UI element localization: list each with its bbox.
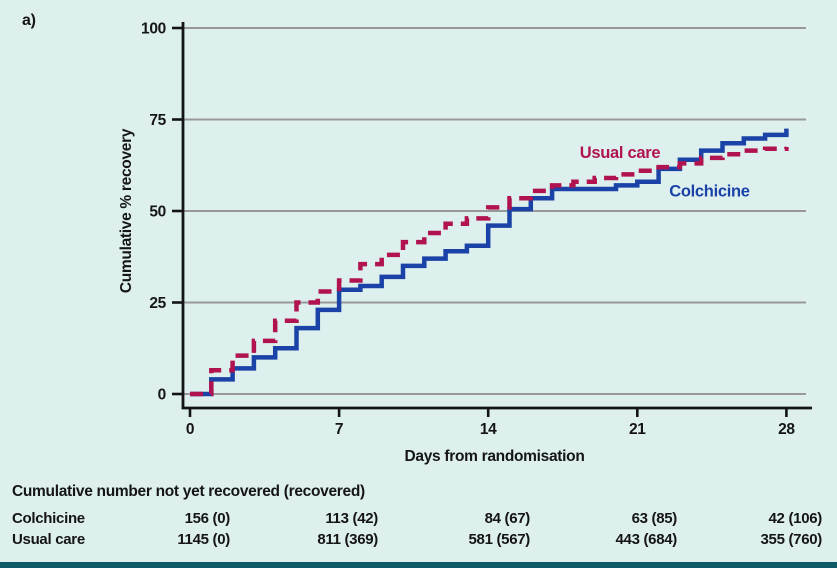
x-tick-label: 14 [480, 421, 497, 438]
x-axis-title: Days from randomisation [404, 448, 584, 465]
y-tick-label: 75 [149, 112, 166, 129]
table-cell: 1145 (0) [177, 531, 230, 548]
usual-care-line [190, 146, 789, 397]
panel-label: a) [22, 12, 36, 29]
y-tick-label: 0 [158, 387, 166, 404]
table-cell: 113 (42) [325, 510, 378, 527]
table-cell: 84 (67) [484, 510, 531, 527]
bottom-border-bar [0, 562, 837, 568]
risk-table-title: Cumulative number not yet recovered (rec… [12, 483, 365, 500]
table-cell: 443 (684) [615, 531, 677, 548]
y-tick-label: 50 [149, 204, 166, 221]
x-tick-label: 28 [778, 421, 795, 438]
table-row-colchicine: Colchicine 156 (0) 113 (42) 84 (67) 63 (… [0, 510, 837, 531]
colchicine-line [190, 128, 789, 397]
recovery-chart: 0 25 50 75 100 0 7 14 21 28 Days from randomisatio… [118, 21, 812, 465]
table-cell: 42 (106) [768, 510, 823, 527]
legend-colchicine: Colchicine [669, 182, 750, 200]
x-tick-label: 0 [186, 421, 194, 438]
row-label: Usual care [12, 531, 85, 548]
table-cell: 355 (760) [760, 531, 822, 548]
table-cell: 811 (369) [317, 531, 378, 548]
x-tick-label: 21 [629, 421, 646, 438]
x-tick-label: 7 [335, 421, 343, 438]
table-cell: 63 (85) [631, 510, 678, 527]
y-axis-title: Cumulative % recovery [118, 128, 135, 293]
table-cell: 156 (0) [184, 510, 231, 527]
legend-usual-care: Usual care [580, 144, 661, 162]
y-tick-label: 25 [149, 295, 166, 312]
table-row-usual-care: Usual care 1145 (0) 811 (369) 581 (567) … [0, 531, 837, 552]
row-label: Colchicine [12, 510, 85, 527]
table-cell: 581 (567) [468, 531, 530, 548]
y-tick-label: 100 [141, 21, 166, 38]
